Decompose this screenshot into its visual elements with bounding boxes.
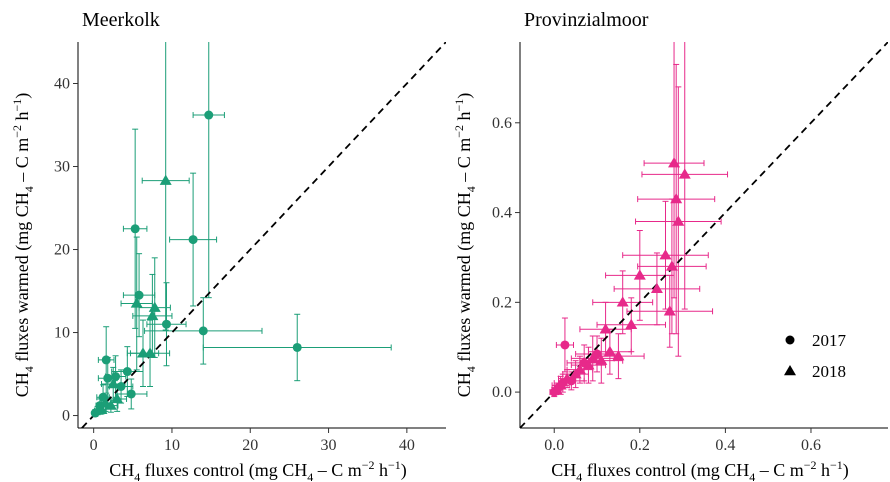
point-2017 <box>126 389 136 399</box>
point-2018 <box>107 378 120 389</box>
y-tick-label: 30 <box>54 159 70 176</box>
point-2018 <box>616 296 629 307</box>
x-tick-label: 40 <box>399 437 415 454</box>
x-tick-label: 20 <box>242 437 258 454</box>
point-2018 <box>144 347 157 358</box>
x-tick-label: 10 <box>164 437 180 454</box>
legend-label: 2017 <box>812 331 847 350</box>
point-2017 <box>292 342 302 352</box>
plot-area <box>81 42 446 428</box>
y-tick-label: 20 <box>54 242 70 259</box>
y-tick-label: 0.6 <box>492 115 512 132</box>
point-2017 <box>103 373 113 383</box>
x-tick-label: 0.4 <box>715 437 735 454</box>
panel-title: Provinzialmoor <box>524 9 649 31</box>
plot-area <box>520 42 888 428</box>
point-2017 <box>101 355 111 365</box>
y-tick-label: 0.2 <box>492 294 512 311</box>
point-2018 <box>595 354 608 365</box>
panel-2: Provinzialmoor 0.0 0.2 0.4 0.6 0.0 0.2 0.4 0.6 CH… <box>452 9 888 482</box>
point-2017 <box>204 110 214 120</box>
legend-label: 2018 <box>812 362 846 381</box>
y-tick-label: 0 <box>62 408 70 425</box>
point-2018 <box>663 305 676 316</box>
point-2018 <box>612 350 625 361</box>
x-tick-label: 0.0 <box>544 437 564 454</box>
y-axis-title: CH4 fluxes warmed (mg CH4 – C m−2 h−1) <box>452 93 478 398</box>
point-2017 <box>111 372 121 382</box>
point-2018 <box>146 309 159 321</box>
y-tick-label: 10 <box>54 325 70 342</box>
point-2018 <box>678 168 691 179</box>
legend-marker-circle <box>785 335 795 345</box>
point-2018 <box>668 157 681 168</box>
point-2018 <box>159 174 172 185</box>
point-2018 <box>582 359 595 370</box>
point-2017 <box>560 340 570 350</box>
x-tick-label: 0.6 <box>801 437 821 454</box>
legend-marker-triangle <box>784 365 796 376</box>
legend: 2017 2018 <box>784 331 847 381</box>
point-2018 <box>625 318 638 329</box>
x-tick-label: 0.2 <box>630 437 650 454</box>
point-2018 <box>665 260 678 271</box>
point-2018 <box>95 403 108 414</box>
y-axis-title: CH4 fluxes warmed (mg CH4 – C m−2 h−1) <box>10 93 36 398</box>
y-tick-label: 40 <box>54 76 70 93</box>
point-2017 <box>122 367 132 377</box>
point-2018 <box>111 392 124 404</box>
point-2018 <box>633 269 646 280</box>
point-2018 <box>586 352 599 363</box>
point-2018 <box>603 345 616 356</box>
point-2017 <box>130 224 140 234</box>
y-tick-label: 0.4 <box>492 205 512 222</box>
panel-title: Meerkolk <box>82 9 160 31</box>
point-2017 <box>188 235 198 245</box>
point-2018 <box>148 301 161 312</box>
point-2018 <box>650 282 663 294</box>
point-2017 <box>116 381 126 391</box>
point-2018 <box>130 297 143 308</box>
point-2018 <box>670 193 683 204</box>
point-2017 <box>566 376 576 386</box>
point-2018 <box>659 249 672 260</box>
y-tick-label: 0.0 <box>492 384 512 401</box>
one-to-one-line <box>81 42 446 428</box>
x-tick-label: 0 <box>90 437 98 454</box>
point-2017 <box>198 326 208 336</box>
point-2017 <box>161 319 171 329</box>
point-2017 <box>592 349 602 359</box>
point-2018 <box>104 399 117 410</box>
point-2017 <box>134 290 144 300</box>
x-axis-title: CH4 fluxes control (mg CH4 – C m−2 h−1) <box>109 458 407 482</box>
point-2018 <box>573 363 586 374</box>
x-axis-title: CH4 fluxes control (mg CH4 – C m−2 h−1) <box>551 458 849 482</box>
x-tick-label: 30 <box>321 437 337 454</box>
point-2018 <box>599 323 612 334</box>
point-2018 <box>672 215 685 226</box>
panel-1: Meerkolk 0 10 20 30 40 0 10 20 30 40 CH4 fluxes con… <box>10 9 446 482</box>
